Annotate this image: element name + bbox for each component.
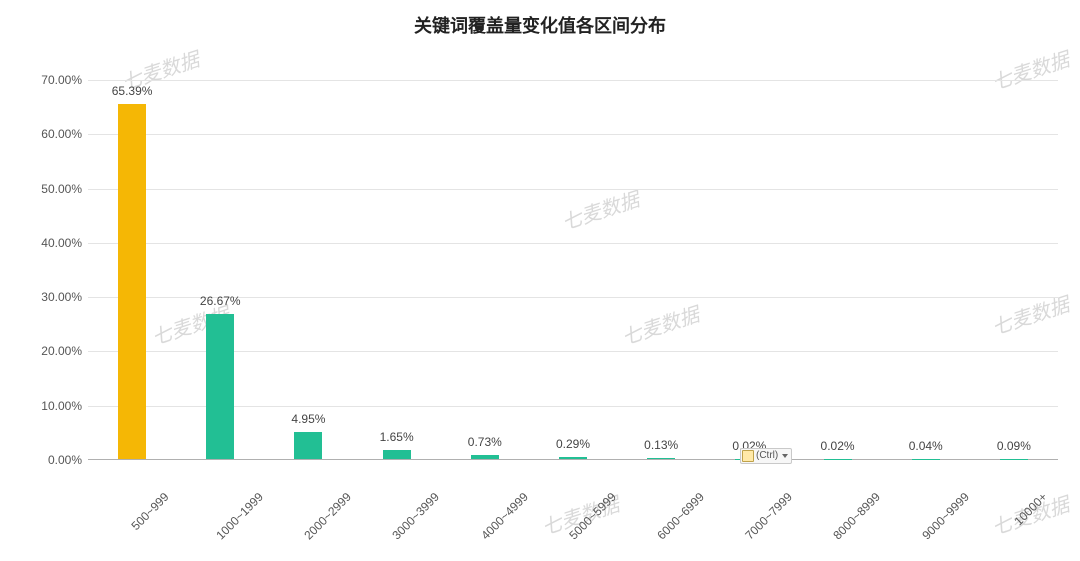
x-tick-label: 2000~2999 [264,470,352,484]
bar-value-label: 26.67% [200,294,241,308]
bar-slot: 0.02% [705,80,793,459]
bar-value-label: 0.04% [909,439,943,453]
x-tick-label: 4000~4999 [441,470,529,484]
bar-value-label: 0.09% [997,439,1031,453]
y-tick-label: 70.00% [12,73,82,87]
bar-slot: 65.39% [88,80,176,459]
bar [206,314,234,459]
bar-slot: 0.73% [441,80,529,459]
bar-slot: 0.29% [529,80,617,459]
bar-value-label: 0.29% [556,437,590,451]
x-tick-label: 6000~6999 [617,470,705,484]
x-tick-label: 500~999 [88,470,176,484]
x-tick-label: 1000~1999 [176,470,264,484]
bar [471,455,499,459]
x-tick-label: 7000~7999 [705,470,793,484]
bars-group: 65.39% 26.67% 4.95% 1.65% 0.73% 0.29% 0.13% 0.0… [88,80,1058,459]
bar-value-label: 4.95% [291,412,325,426]
y-tick-label: 10.00% [12,399,82,413]
bar-value-label: 0.73% [468,435,502,449]
y-tick-label: 30.00% [12,290,82,304]
x-tick-label: 9000~9999 [882,470,970,484]
bar [647,458,675,459]
bar-slot: 0.04% [882,80,970,459]
x-tick-label: 3000~3999 [353,470,441,484]
bar [294,432,322,459]
y-tick-label: 0.00% [12,453,82,467]
bar-value-label: 65.39% [112,84,153,98]
x-tick-label: 10000+ [970,470,1058,484]
chart-container: 七麦数据 七麦数据 七麦数据 七麦数据 七麦数据 七麦数据 七麦数据 七麦数据 … [0,0,1080,561]
bar [559,457,587,459]
y-tick-label: 20.00% [12,344,82,358]
y-tick-label: 60.00% [12,127,82,141]
ctrl-label: (Ctrl) [756,451,778,461]
bar-value-label: 0.02% [821,439,855,453]
x-tick-label: 5000~5999 [529,470,617,484]
bar-slot: 0.09% [970,80,1058,459]
bar-slot: 26.67% [176,80,264,459]
bar-slot: 0.02% [793,80,881,459]
bar-value-label: 0.13% [644,438,678,452]
bar [118,104,146,459]
y-tick-label: 50.00% [12,182,82,196]
bar [383,450,411,459]
bar-slot: 4.95% [264,80,352,459]
x-tick-label: 8000~8999 [793,470,881,484]
paste-options-widget[interactable]: (Ctrl) [740,448,792,464]
bar-value-label: 1.65% [380,430,414,444]
clipboard-icon [742,450,754,462]
chevron-down-icon [782,454,788,458]
chart-title: 关键词覆盖量变化值各区间分布 [0,12,1080,38]
y-tick-label: 40.00% [12,236,82,250]
bar-slot: 1.65% [353,80,441,459]
plot-area: 65.39% 26.67% 4.95% 1.65% 0.73% 0.29% 0.13% 0.0… [88,80,1058,460]
bar-slot: 0.13% [617,80,705,459]
x-axis: 500~9991000~19992000~29993000~39994000~4… [88,460,1058,550]
